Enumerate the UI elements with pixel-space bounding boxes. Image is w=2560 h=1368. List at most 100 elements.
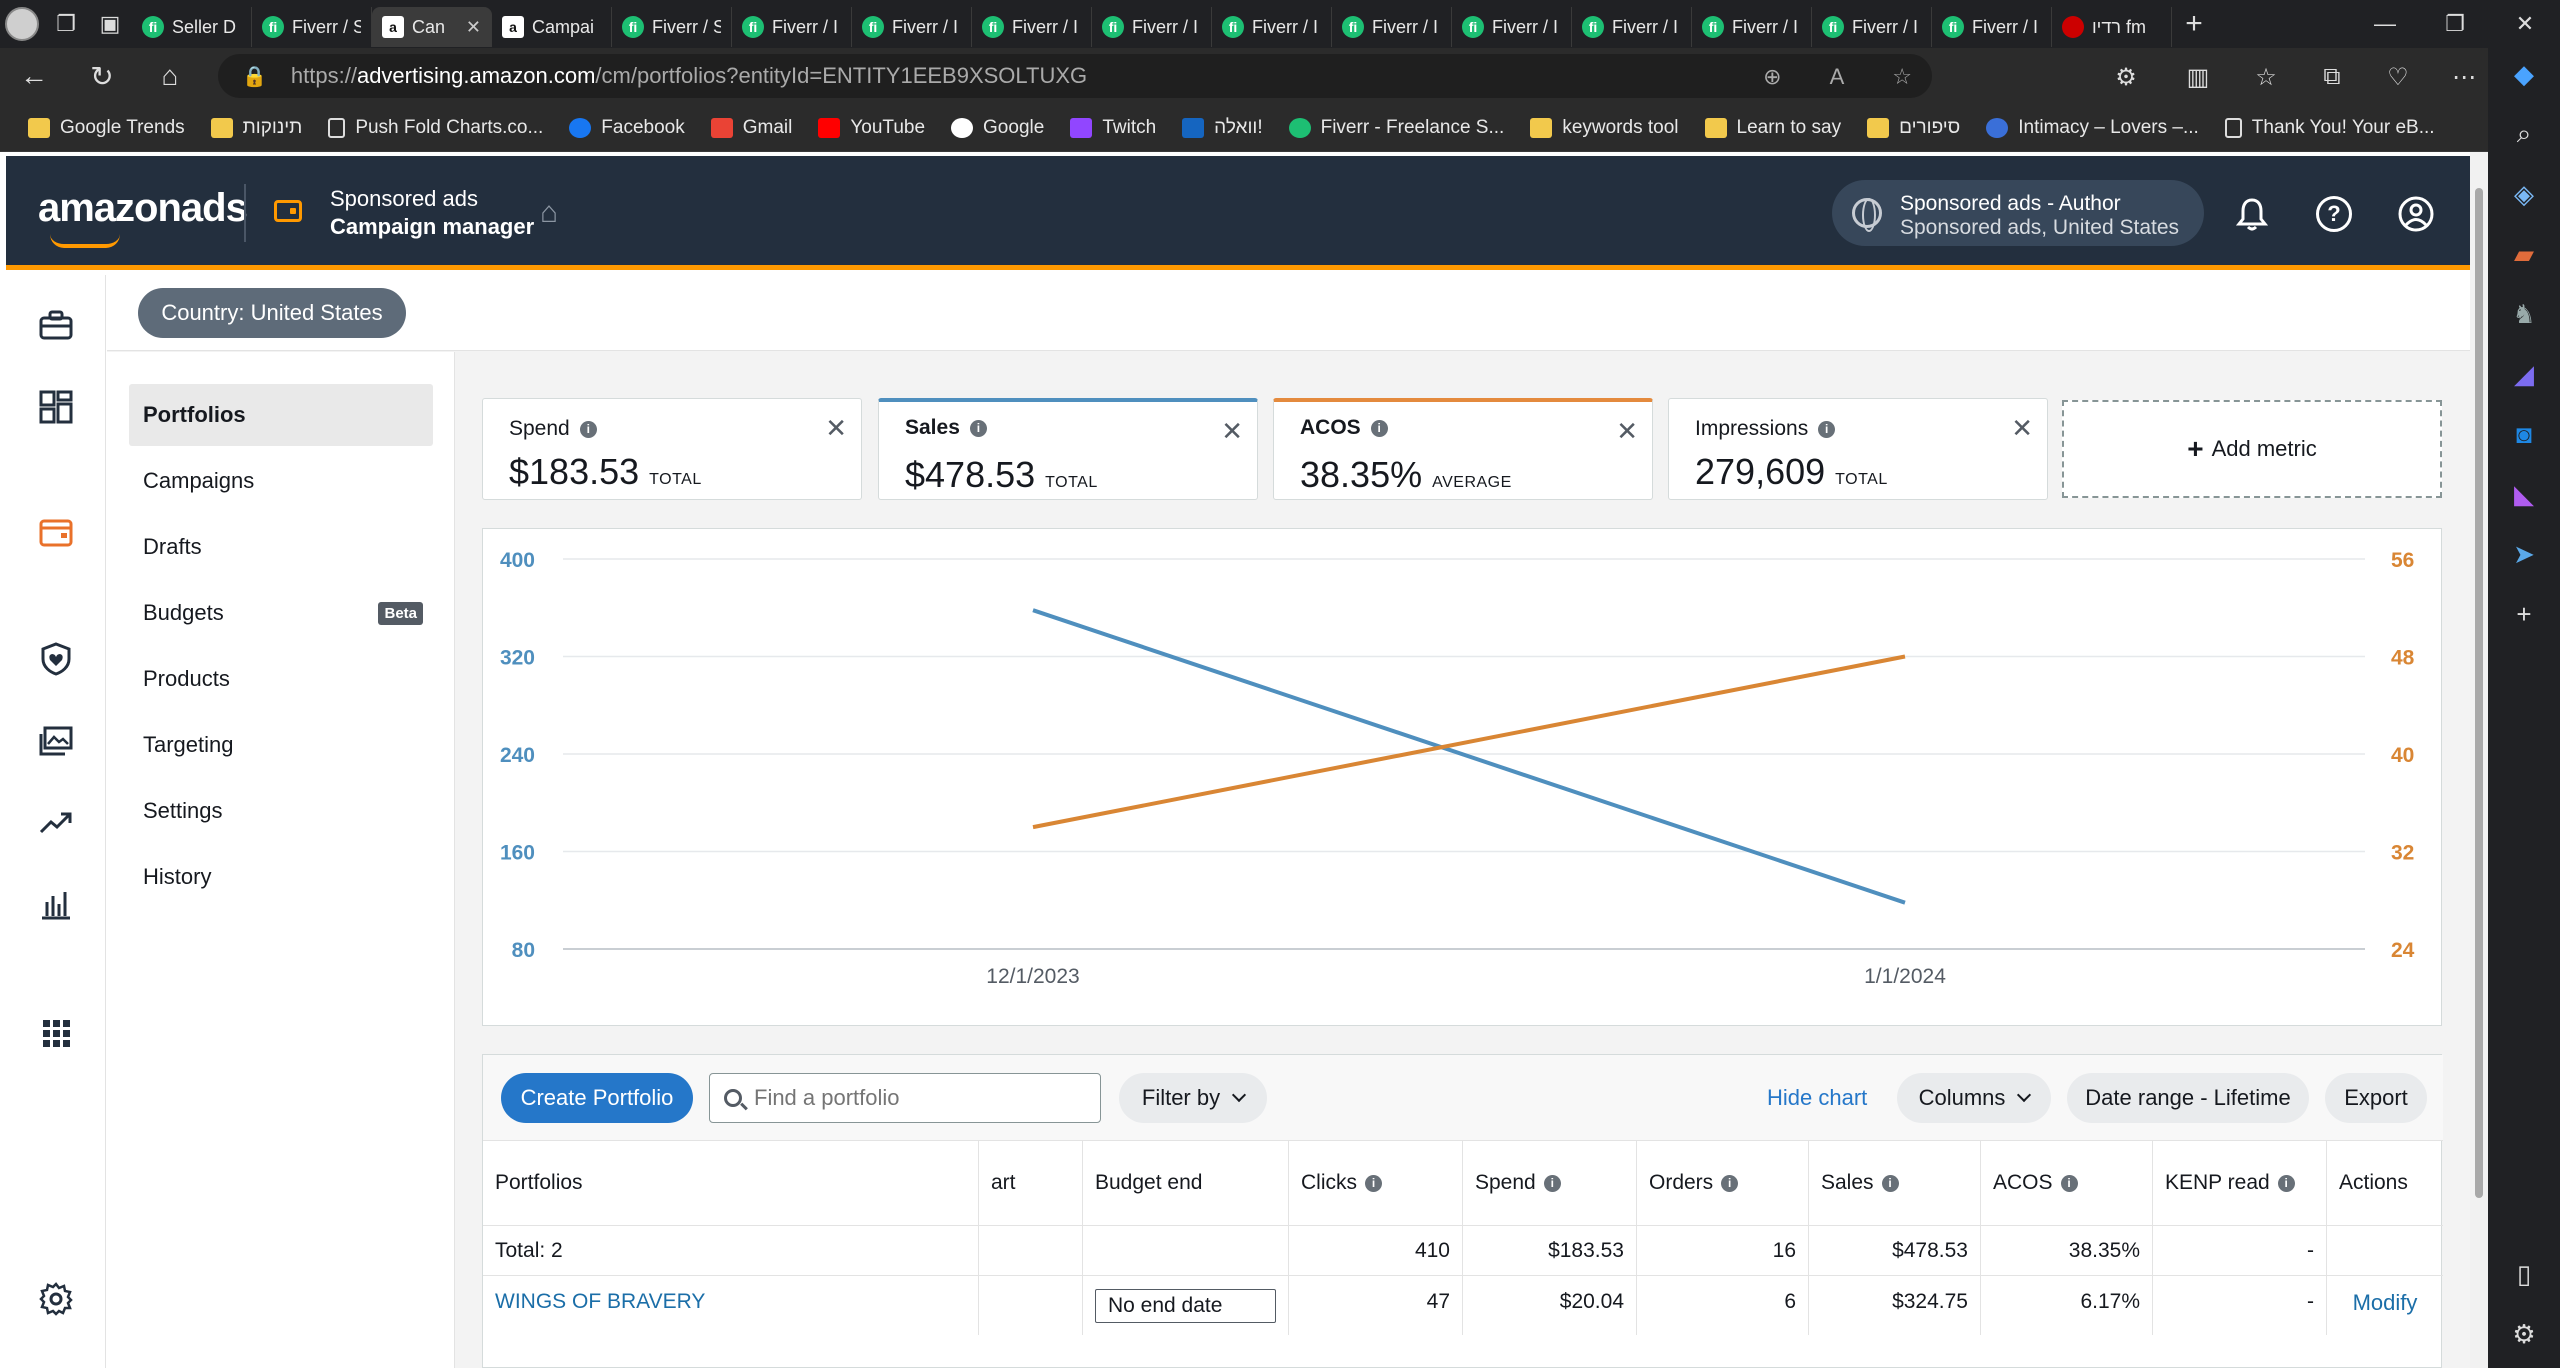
amazon-ads-logo[interactable]: amazonads [38, 186, 248, 230]
notifications-bell-icon[interactable] [2234, 196, 2270, 232]
info-icon[interactable]: i [579, 420, 597, 438]
browser-tab[interactable]: a Can ✕ [372, 7, 492, 47]
split-screen-icon[interactable]: ▥ [2186, 63, 2210, 91]
maximize-button[interactable]: ❐ [2445, 11, 2465, 36]
sidebar-settings-icon[interactable]: ⚙ [2512, 1318, 2536, 1349]
browser-tab[interactable]: fi Fiverr / I [732, 7, 852, 47]
bookmark-item[interactable]: Intimacy – Lovers –... [1986, 117, 2199, 139]
subnav-item-products[interactable]: Products [129, 648, 433, 710]
info-icon[interactable]: i [2060, 1174, 2078, 1192]
drop-icon[interactable]: ◣ [2514, 478, 2534, 509]
bookmark-item[interactable]: Fiverr - Freelance S... [1288, 117, 1504, 139]
budget-end-date-picker[interactable]: No end date [1095, 1288, 1276, 1323]
browser-tab[interactable]: fi Fiverr / I [1092, 7, 1212, 47]
create-portfolio-button[interactable]: Create Portfolio [501, 1073, 693, 1123]
col-header-portfolios[interactable]: Portfolios [483, 1141, 979, 1225]
help-icon[interactable]: ? [2316, 196, 2352, 232]
country-filter-button[interactable]: Country: United States [138, 288, 406, 338]
remove-metric-close-icon[interactable]: ✕ [1616, 416, 1638, 446]
bookmark-item[interactable]: Thank You! Your eB... [2224, 117, 2435, 139]
back-button[interactable]: ← [20, 60, 48, 91]
browser-tab[interactable]: fi Fiverr / I [972, 7, 1092, 47]
reports-bar-chart-icon[interactable] [36, 885, 76, 925]
modify-link[interactable]: Modify [2352, 1290, 2418, 1315]
browser-tab[interactable]: fi Fiverr / I [1692, 7, 1812, 47]
metric-card-acos[interactable]: ACOS i 38.35% AVERAGE ✕ [1273, 398, 1653, 500]
games-icon[interactable]: ♞ [2512, 298, 2536, 329]
profile-button[interactable] [0, 0, 44, 48]
bookmark-item[interactable]: תינוקות [210, 117, 302, 139]
portfolio-search-input[interactable] [754, 1085, 1074, 1111]
browser-tab[interactable]: fi Fiverr / I [1452, 7, 1572, 47]
portfolio-name-link[interactable]: WINGS OF BRAVERY [483, 1276, 979, 1335]
browser-tab[interactable]: fi Fiverr / I [1212, 7, 1332, 47]
read-aloud-icon[interactable]: A [1829, 64, 1845, 89]
favorite-star-icon[interactable]: ☆ [1892, 64, 1912, 89]
metric-card-sales[interactable]: Sales i $478.53 TOTAL ✕ [878, 398, 1258, 500]
subnav-item-budgets[interactable]: Budgets Beta [129, 582, 433, 644]
col-header-sales[interactable]: Sales i [1809, 1141, 1981, 1225]
close-tab-icon[interactable]: ✕ [465, 16, 481, 37]
address-bar[interactable]: 🔒 https:// advertising.amazon.com /cm/po… [218, 54, 1932, 98]
scrollbar-thumb[interactable] [2475, 188, 2483, 1198]
bookmark-item[interactable]: YouTube [818, 117, 925, 139]
extensions-icon[interactable]: ⚙ [2115, 63, 2137, 91]
hide-sidebar-icon[interactable]: ▯ [2516, 1258, 2532, 1289]
bookmark-item[interactable]: סיפורים [1867, 117, 1960, 139]
col-header-budget-end[interactable]: Budget end [1083, 1141, 1289, 1225]
settings-gear-icon[interactable] [36, 1279, 76, 1319]
subnav-item-targeting[interactable]: Targeting [129, 714, 433, 776]
col-header-clicks[interactable]: Clicks i [1289, 1141, 1463, 1225]
page-scrollbar[interactable] [2470, 152, 2488, 1368]
new-tab-button[interactable]: + [2185, 7, 2203, 40]
metric-card-spend[interactable]: Spend i $183.53 TOTAL ✕ [482, 398, 862, 500]
browser-tab[interactable]: fi Seller D [132, 7, 252, 47]
date-range-button[interactable]: Date range - Lifetime [2067, 1073, 2309, 1123]
copilot-icon[interactable]: ◆ [2514, 58, 2534, 89]
col-header-acos[interactable]: ACOS i [1981, 1141, 2153, 1225]
subnav-item-portfolios[interactable]: Portfolios [129, 384, 433, 446]
subnav-item-drafts[interactable]: Drafts [129, 516, 433, 578]
info-icon[interactable]: i [1818, 420, 1836, 438]
minimize-button[interactable]: — [2374, 11, 2396, 36]
subnav-item-history[interactable]: History [129, 846, 433, 908]
add-metric-button[interactable]: + Add metric [2062, 400, 2442, 498]
tools-briefcase-icon[interactable]: ▰ [2514, 238, 2534, 269]
hide-chart-link[interactable]: Hide chart [1767, 1085, 1868, 1110]
account-switcher[interactable]: Sponsored ads - Author Sponsored ads, Un… [1832, 180, 2204, 246]
bookmark-item[interactable]: Gmail [710, 117, 792, 139]
creative-assets-icon[interactable] [36, 721, 76, 761]
bookmark-item[interactable]: Google Trends [28, 117, 185, 139]
refresh-button[interactable]: ↻ [90, 60, 114, 92]
export-button[interactable]: Export [2325, 1073, 2427, 1123]
subnav-item-settings[interactable]: Settings [129, 780, 433, 842]
sponsored-ads-wallet-icon[interactable] [36, 513, 76, 553]
portfolio-search[interactable] [709, 1073, 1101, 1123]
dashboard-grid-icon[interactable] [36, 387, 76, 427]
info-icon[interactable]: i [1370, 419, 1388, 437]
info-icon[interactable]: i [2277, 1174, 2295, 1192]
copilot-designer-icon[interactable]: ◢ [2514, 358, 2534, 389]
bookmark-item[interactable]: וואלה! [1182, 117, 1263, 139]
shopping-tag-icon[interactable]: ◈ [2514, 178, 2534, 209]
bookmark-item[interactable]: Google [951, 117, 1044, 139]
collections-icon[interactable]: ⧉ [2323, 63, 2341, 90]
browser-tab[interactable]: fi Fiverr / I [1812, 7, 1932, 47]
home-button[interactable]: ⌂ [161, 60, 179, 91]
bookmark-item[interactable]: Twitch [1070, 117, 1156, 139]
filter-by-button[interactable]: Filter by [1119, 1073, 1267, 1123]
metric-card-impressions[interactable]: Impressions i 279,609 TOTAL ✕ [1668, 398, 2048, 500]
col-header-kenp[interactable]: KENP read i [2153, 1141, 2327, 1225]
brand-shield-icon[interactable] [36, 639, 76, 679]
browser-tab[interactable]: fi Fiverr / S [252, 7, 372, 47]
bookmark-item[interactable]: Learn to say [1704, 117, 1841, 139]
home-icon[interactable]: ⌂ [540, 196, 559, 229]
trending-measurement-icon[interactable] [36, 803, 76, 843]
browser-tab[interactable]: fi Fiverr / I [1572, 7, 1692, 47]
favorites-icon[interactable]: ☆ [2255, 63, 2277, 91]
remove-metric-close-icon[interactable]: ✕ [1221, 416, 1243, 446]
campaigns-briefcase-icon[interactable] [36, 305, 76, 345]
browser-tab[interactable]: fi Fiverr / I [852, 7, 972, 47]
zoom-icon[interactable]: ⊕ [1763, 64, 1782, 89]
bookmark-item[interactable]: Facebook [569, 117, 685, 139]
